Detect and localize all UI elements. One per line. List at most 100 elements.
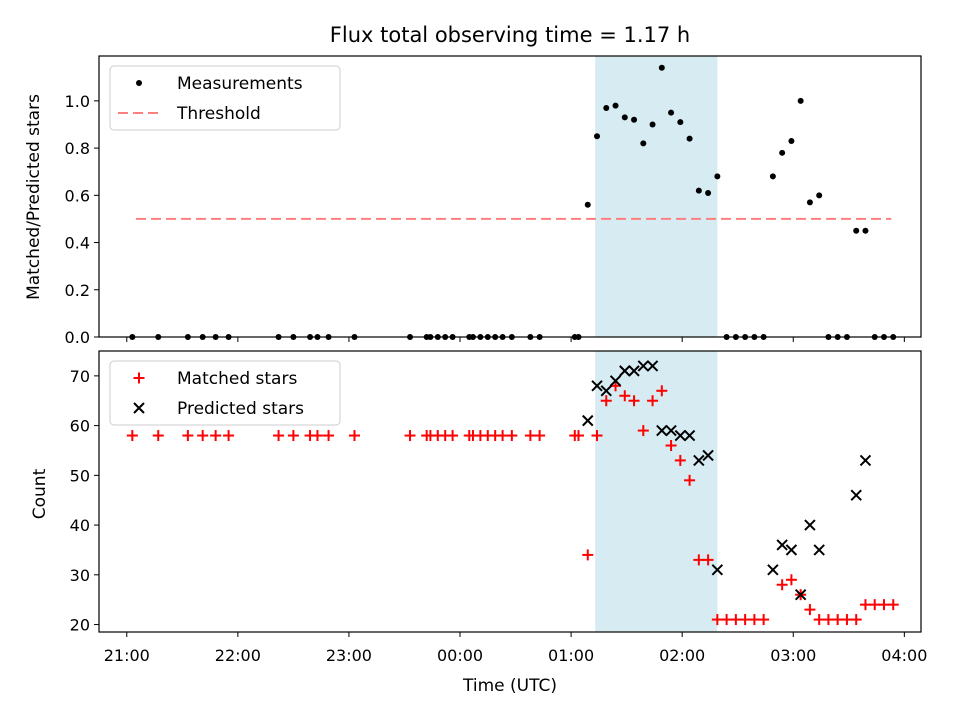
data-point <box>506 430 518 442</box>
data-point <box>785 574 797 586</box>
x-b <box>674 429 687 442</box>
legend-label: Threshold <box>176 104 261 124</box>
data-point <box>721 614 733 626</box>
data-point <box>776 579 788 591</box>
data-point <box>649 121 656 128</box>
legend-swatch <box>136 80 142 86</box>
data-point <box>841 614 853 626</box>
data-point <box>665 424 677 437</box>
data-point <box>668 109 675 116</box>
x-b <box>804 519 816 531</box>
data-point <box>600 395 612 407</box>
data-point <box>640 140 647 147</box>
legend-box <box>109 65 341 131</box>
x-b <box>794 588 807 601</box>
data-point <box>674 454 686 466</box>
data-point <box>619 390 631 402</box>
x-tick-label: 21:00 <box>104 646 150 665</box>
data-point <box>594 133 601 140</box>
data-point <box>311 430 323 442</box>
bottom-panel: 20 30 40 50 60 70 21:00 22:00 23:00 00:00 01:00 02:… <box>70 350 927 665</box>
y-tick-label: 0.0 <box>65 328 90 347</box>
y-tick-label: 1.0 <box>65 92 90 111</box>
data-point <box>210 430 222 442</box>
data-point <box>702 449 714 462</box>
data-point <box>684 474 696 486</box>
data-point <box>804 519 816 531</box>
data-point <box>665 439 677 451</box>
x-tick-label: 02:00 <box>659 646 705 665</box>
data-point <box>582 549 594 561</box>
x-b <box>619 365 631 377</box>
x-tick-label: 23:00 <box>326 646 372 665</box>
data-point <box>776 539 788 551</box>
x-b <box>609 375 622 387</box>
data-point <box>497 430 509 442</box>
data-point <box>693 454 705 467</box>
data-point <box>323 430 335 442</box>
data-point <box>534 430 546 442</box>
data-point <box>603 104 610 111</box>
y-tick-label: 0.8 <box>65 139 90 158</box>
data-point <box>859 454 872 467</box>
data-point <box>612 102 619 109</box>
data-point <box>628 365 640 377</box>
data-point <box>182 430 194 442</box>
y-tick-label: 0.6 <box>65 186 90 205</box>
data-point <box>647 395 659 407</box>
data-point <box>287 430 299 442</box>
data-point <box>223 430 235 442</box>
data-point <box>621 114 628 121</box>
data-point <box>859 599 871 611</box>
data-point <box>447 430 459 442</box>
x-b <box>133 402 145 414</box>
data-point <box>711 614 723 626</box>
data-point <box>628 395 640 407</box>
data-point <box>693 554 705 566</box>
y-tick-label: 50 <box>70 466 90 485</box>
x-b <box>693 454 705 467</box>
data-point <box>758 614 770 626</box>
x-b <box>646 360 659 372</box>
legend-label: Matched stars <box>177 369 297 389</box>
data-point <box>850 614 862 626</box>
x-b <box>656 424 668 437</box>
data-point <box>862 227 869 234</box>
x-b <box>665 424 677 437</box>
data-point <box>816 192 823 199</box>
y-tick-label: 60 <box>70 417 90 436</box>
x-b <box>628 365 640 377</box>
data-point <box>767 564 779 576</box>
data-point <box>584 201 591 208</box>
legend-swatch <box>133 402 145 414</box>
data-point <box>524 430 536 442</box>
data-point <box>739 614 751 626</box>
x-b <box>776 539 788 551</box>
legend: Matched stars Predicted stars <box>109 360 341 426</box>
x-b <box>767 564 779 576</box>
x-b <box>850 489 862 501</box>
data-point <box>197 430 209 442</box>
data-point <box>832 614 844 626</box>
x-b <box>591 380 603 392</box>
data-point <box>804 604 816 616</box>
axes-frame <box>98 55 922 338</box>
data-point <box>695 187 702 194</box>
data-point <box>869 599 881 611</box>
data-point <box>152 430 164 442</box>
legend-label: Predicted stars <box>177 399 304 419</box>
data-point <box>677 119 684 126</box>
data-point <box>806 199 813 206</box>
data-point <box>785 544 798 556</box>
data-point <box>850 489 862 501</box>
data-point <box>711 564 724 576</box>
legend: Measurements Threshold <box>109 65 341 131</box>
x-axis-label: Time (UTC) <box>462 676 557 696</box>
data-point <box>591 430 603 442</box>
x-tick-label: 00:00 <box>437 646 483 665</box>
series-matched-stars <box>126 380 899 626</box>
data-point <box>631 116 638 123</box>
y-tick-label: 30 <box>70 566 90 585</box>
x-tick-label: 01:00 <box>548 646 594 665</box>
